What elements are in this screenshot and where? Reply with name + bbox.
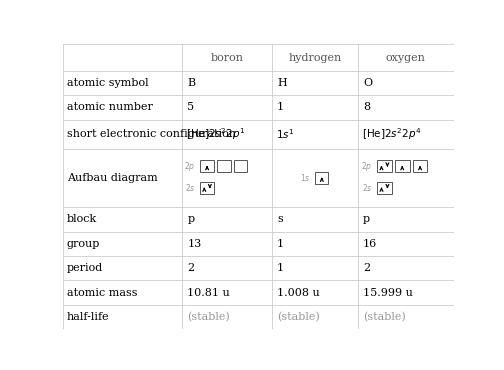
Text: half-life: half-life xyxy=(67,312,109,322)
Text: 5: 5 xyxy=(187,102,195,112)
Text: $[\mathrm{He}]2s^22p^1$: $[\mathrm{He}]2s^22p^1$ xyxy=(186,126,245,142)
Text: group: group xyxy=(67,239,100,249)
Text: 16: 16 xyxy=(363,239,377,249)
Text: $2s$: $2s$ xyxy=(361,182,372,194)
Text: 8: 8 xyxy=(363,102,370,112)
Bar xyxy=(315,172,329,184)
Text: short electronic configuration: short electronic configuration xyxy=(67,129,236,139)
Bar xyxy=(200,161,214,172)
Text: atomic mass: atomic mass xyxy=(67,287,138,297)
Text: 13: 13 xyxy=(187,239,202,249)
Text: 2: 2 xyxy=(363,263,370,273)
Bar xyxy=(395,161,410,172)
Text: (stable): (stable) xyxy=(277,312,320,322)
Text: period: period xyxy=(67,263,103,273)
Text: (stable): (stable) xyxy=(363,312,406,322)
Text: 1: 1 xyxy=(277,263,284,273)
Text: H: H xyxy=(277,78,287,88)
Bar xyxy=(217,161,231,172)
Text: $[\mathrm{He}]2s^22p^4$: $[\mathrm{He}]2s^22p^4$ xyxy=(362,126,421,142)
Text: B: B xyxy=(187,78,196,88)
Text: p: p xyxy=(187,214,195,224)
Bar xyxy=(200,182,214,194)
Text: O: O xyxy=(363,78,372,88)
Bar xyxy=(413,161,427,172)
Text: 10.81 u: 10.81 u xyxy=(187,287,230,297)
Bar xyxy=(377,182,392,194)
Text: $1s$: $1s$ xyxy=(300,172,310,184)
Text: (stable): (stable) xyxy=(187,312,230,322)
Text: $2s$: $2s$ xyxy=(185,182,196,194)
Text: p: p xyxy=(363,214,370,224)
Text: s: s xyxy=(277,214,283,224)
Text: 1: 1 xyxy=(277,102,284,112)
Text: 1.008 u: 1.008 u xyxy=(277,287,320,297)
Text: block: block xyxy=(67,214,97,224)
Bar xyxy=(233,161,247,172)
Text: atomic symbol: atomic symbol xyxy=(67,78,149,88)
Text: hydrogen: hydrogen xyxy=(288,53,342,63)
Text: $2p$: $2p$ xyxy=(361,160,372,173)
Text: oxygen: oxygen xyxy=(386,53,426,63)
Text: 1: 1 xyxy=(277,239,284,249)
Bar xyxy=(377,161,392,172)
Text: $2p$: $2p$ xyxy=(184,160,196,173)
Text: $1s^1$: $1s^1$ xyxy=(276,127,294,141)
Text: 15.999 u: 15.999 u xyxy=(363,287,413,297)
Text: atomic number: atomic number xyxy=(67,102,153,112)
Text: 2: 2 xyxy=(187,263,195,273)
Text: Aufbau diagram: Aufbau diagram xyxy=(67,173,158,183)
Text: boron: boron xyxy=(211,53,243,63)
